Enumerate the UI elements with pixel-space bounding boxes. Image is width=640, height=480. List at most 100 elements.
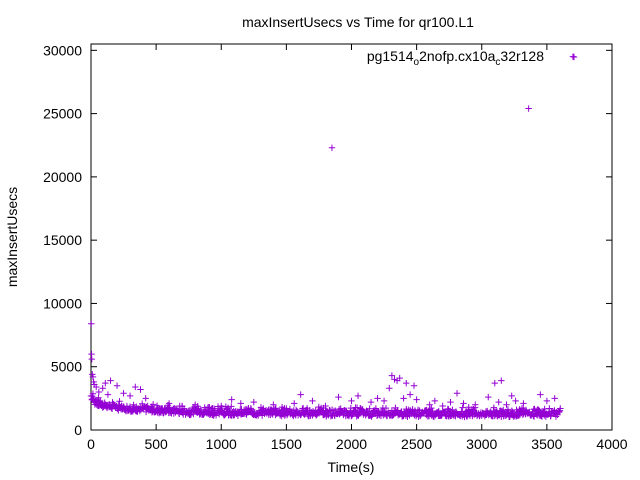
- y-tick-label: 20000: [43, 169, 82, 185]
- data-point: [218, 402, 225, 410]
- data-point: [410, 382, 418, 389]
- data-point: [131, 404, 138, 411]
- x-tick-label: 1000: [206, 436, 237, 452]
- data-point: [490, 404, 498, 411]
- data-point: [309, 397, 316, 405]
- data-point: [250, 398, 258, 406]
- data-point: [495, 398, 502, 406]
- legend-part-base1: pg1514: [367, 48, 414, 64]
- plot-frame: [90, 43, 613, 431]
- legend: pg1514o2nofp.cx10ac32r128: [367, 48, 578, 68]
- data-point: [498, 377, 505, 384]
- data-point: [382, 404, 390, 412]
- data-point: [403, 379, 410, 387]
- data-point: [107, 377, 114, 384]
- legend-part-sub2: c: [495, 57, 500, 68]
- data-point: [89, 373, 97, 381]
- x-tick-label: 4000: [596, 436, 627, 452]
- data-point: [525, 105, 532, 112]
- x-tick-label: 3000: [466, 436, 497, 452]
- data-point: [366, 405, 373, 412]
- data-point: [116, 398, 123, 405]
- data-point: [569, 53, 577, 60]
- data-point: [283, 405, 290, 412]
- data-point: [520, 400, 527, 407]
- x-tick-label: 0: [87, 436, 95, 452]
- data-point: [348, 397, 355, 405]
- y-tick-label: 10000: [43, 295, 82, 311]
- legend-part-mid: 2nofp.cx10a: [419, 48, 495, 64]
- y-ticks: 0 5000 10000 15000 20000 25000 30000: [43, 42, 612, 438]
- data-point: [508, 392, 515, 400]
- data-point: [367, 398, 375, 406]
- data-point: [453, 390, 461, 397]
- data-point: [187, 411, 194, 419]
- data-point: [93, 383, 100, 391]
- data-point: [132, 383, 139, 391]
- data-point: [178, 402, 186, 410]
- data-point: [102, 379, 109, 387]
- x-tick-label: 2500: [401, 436, 432, 452]
- data-point: [543, 397, 551, 405]
- data-point: [460, 400, 467, 407]
- data-point: [500, 406, 507, 414]
- data-point: [426, 401, 433, 408]
- x-tick-label: 500: [144, 436, 168, 452]
- data-point: [386, 385, 393, 392]
- x-tick-label: 1500: [271, 436, 302, 452]
- data-point: [400, 395, 407, 402]
- series-points: [87, 53, 577, 421]
- x-ticks: 0 500 1000 1500 2000 2500 3000 3500 4000: [87, 44, 628, 452]
- legend-part-sub1: o: [414, 57, 420, 68]
- data-point: [413, 396, 420, 403]
- chart-title: maxInsertUsecs vs Time for qr100.L1: [242, 14, 474, 30]
- legend-label: pg1514o2nofp.cx10ac32r128: [367, 48, 544, 68]
- legend-part-end: 32r128: [500, 48, 544, 64]
- data-point: [388, 372, 396, 379]
- data-point: [126, 392, 134, 400]
- data-point: [551, 395, 558, 402]
- data-point: [104, 391, 112, 398]
- data-point: [396, 374, 403, 382]
- data-point: [328, 144, 336, 151]
- data-point: [95, 388, 103, 396]
- data-point: [533, 411, 540, 418]
- data-point: [537, 391, 544, 398]
- data-point: [149, 401, 157, 408]
- data-point: [89, 390, 97, 397]
- x-axis-label: Time(s): [328, 459, 375, 475]
- data-point: [270, 401, 277, 408]
- data-point: [353, 404, 361, 411]
- data-point: [120, 390, 127, 397]
- x-tick-label: 3500: [531, 436, 562, 452]
- data-point: [228, 396, 235, 403]
- data-point: [349, 410, 357, 418]
- data-point: [224, 404, 232, 411]
- data-point: [439, 402, 446, 410]
- data-point: [472, 401, 479, 408]
- data-point: [491, 379, 498, 387]
- x-tick-label: 2000: [336, 436, 367, 452]
- data-point: [95, 394, 102, 401]
- data-point: [431, 397, 439, 405]
- data-point: [374, 395, 381, 402]
- data-point: [115, 407, 122, 414]
- data-point: [88, 355, 95, 363]
- data-point: [113, 382, 121, 389]
- data-point: [142, 395, 149, 402]
- data-point: [459, 404, 466, 411]
- data-point: [165, 400, 173, 407]
- y-tick-label: 25000: [43, 106, 82, 122]
- data-point: [557, 405, 564, 412]
- data-point: [137, 386, 144, 393]
- y-tick-label: 5000: [51, 359, 82, 375]
- data-point: [228, 403, 235, 410]
- data-point: [380, 397, 388, 405]
- data-point: [447, 398, 454, 406]
- data-point: [192, 401, 199, 408]
- data-point: [428, 404, 435, 412]
- y-tick-label: 15000: [43, 232, 82, 248]
- data-point: [88, 320, 95, 327]
- data-point: [406, 391, 414, 398]
